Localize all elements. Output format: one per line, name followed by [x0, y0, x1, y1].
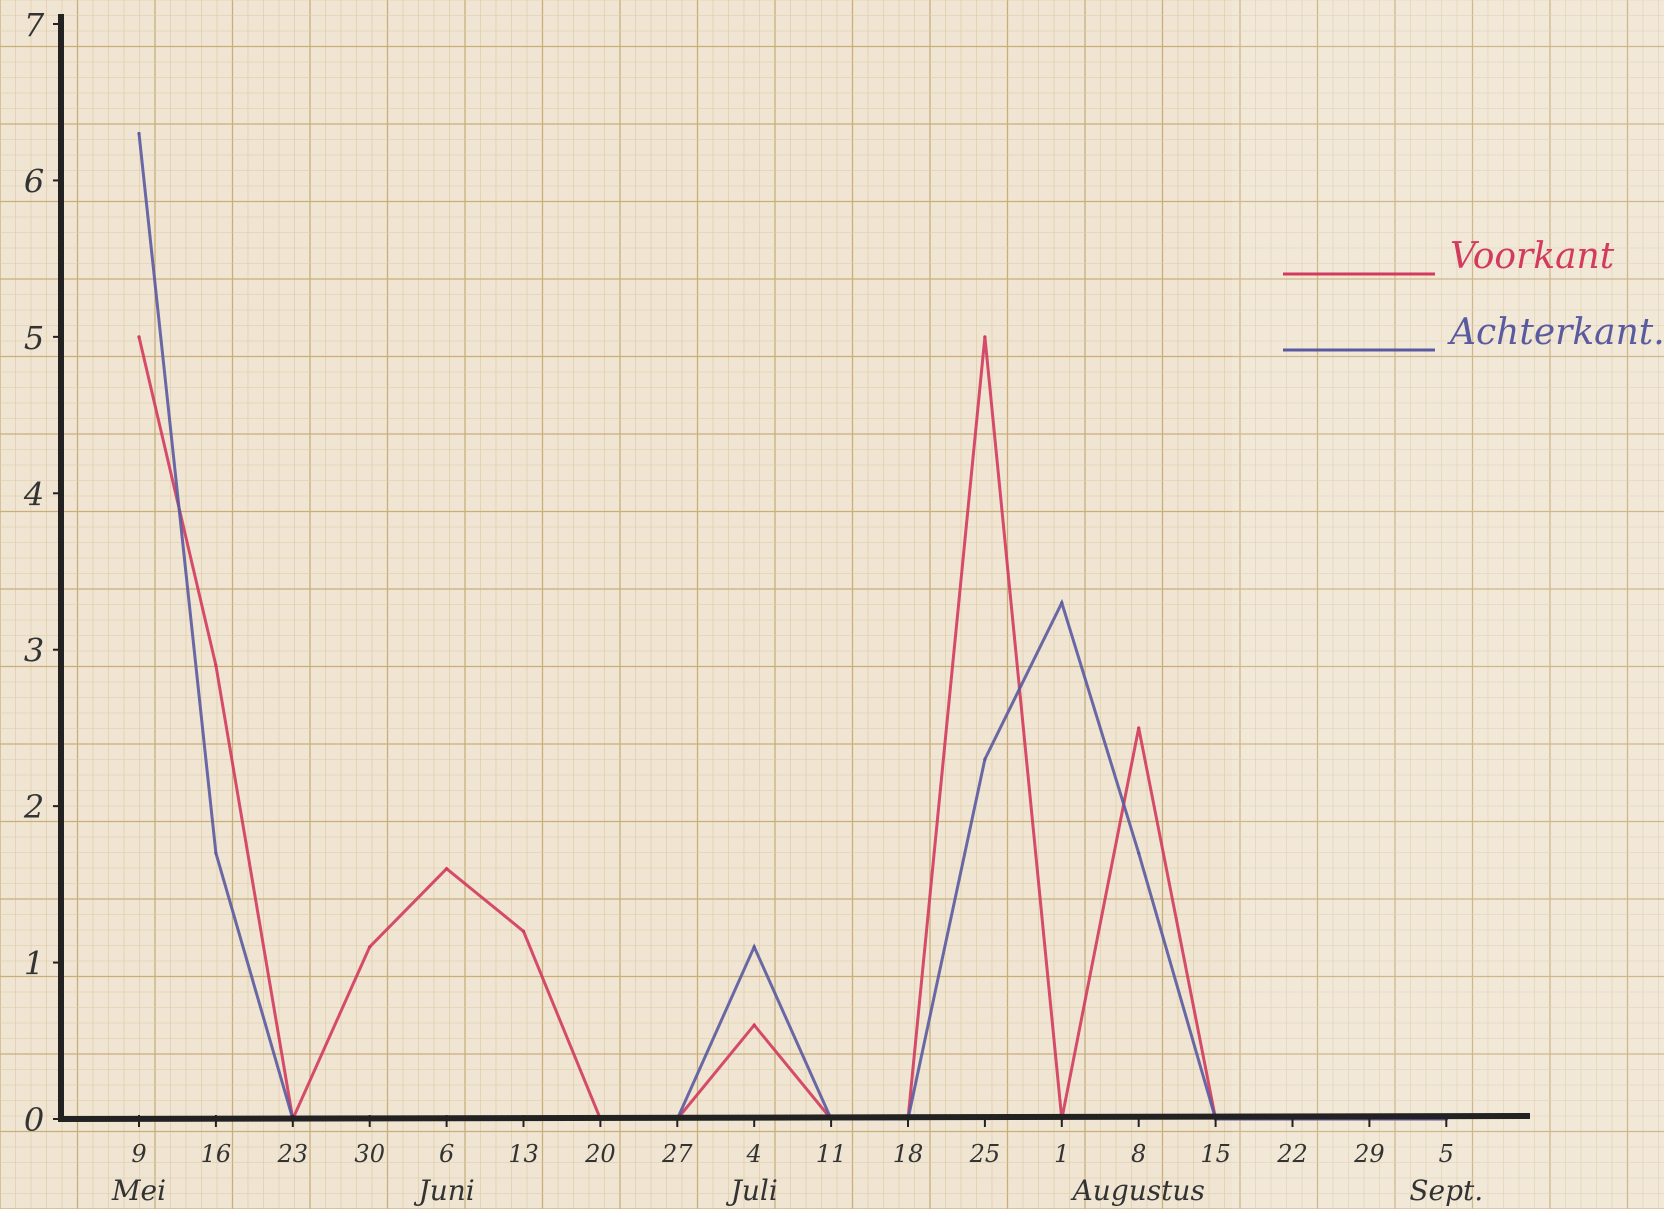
x-tick-label: 9	[131, 1140, 146, 1168]
y-tick-label: 0	[24, 1101, 44, 1139]
month-label: Juni	[413, 1174, 474, 1207]
y-tick-label: 2	[23, 788, 44, 826]
data-point	[137, 131, 141, 136]
data-point	[214, 851, 218, 855]
data-point	[1137, 726, 1141, 730]
data-point	[137, 335, 141, 339]
data-point	[752, 1023, 756, 1027]
data-point	[1137, 851, 1141, 855]
x-tick-label: 8	[1131, 1140, 1146, 1168]
legend-label: Achterkant.	[1447, 312, 1664, 353]
data-point	[1060, 601, 1064, 605]
month-label: Augustus	[1070, 1174, 1205, 1207]
x-tick-label: 15	[1200, 1140, 1231, 1168]
x-tick-label: 1	[1054, 1140, 1069, 1168]
month-label: Sept.	[1409, 1174, 1483, 1207]
paper-fold-shade	[1232, 0, 1664, 1209]
x-tick-label: 30	[354, 1140, 385, 1168]
y-tick-label: 5	[24, 319, 44, 357]
data-point	[214, 663, 218, 667]
x-tick-label: 25	[969, 1140, 1001, 1168]
y-tick-label: 7	[24, 6, 45, 44]
x-tick-label: 20	[584, 1140, 616, 1168]
data-point	[983, 335, 987, 339]
data-point	[521, 929, 526, 933]
data-point	[368, 945, 372, 949]
x-tick-label: 18	[893, 1140, 924, 1168]
data-point	[445, 867, 449, 871]
legend-label: Voorkant	[1450, 236, 1615, 277]
x-tick-label: 23	[277, 1140, 309, 1168]
x-tick-label: 27	[661, 1140, 693, 1168]
x-tick-label: 11	[816, 1140, 847, 1168]
data-point	[983, 757, 987, 761]
y-tick-label: 6	[24, 162, 44, 200]
x-tick-label: 29	[1353, 1140, 1385, 1168]
y-tick-label: 3	[24, 632, 44, 670]
y-tick-label: 4	[23, 475, 44, 513]
x-tick-label: 16	[201, 1140, 232, 1168]
x-axis-line	[57, 1113, 1531, 1122]
x-tick-label: 5	[1439, 1140, 1454, 1168]
x-tick-label: 6	[439, 1140, 454, 1168]
x-tick-label: 13	[508, 1140, 539, 1168]
legend: Voorkant Achterkant.	[1283, 236, 1664, 353]
month-label: Juli	[726, 1174, 778, 1207]
data-point	[752, 945, 756, 949]
y-tick-label: 1	[24, 945, 44, 983]
axes	[57, 14, 1531, 1122]
month-label: Mei	[111, 1174, 166, 1207]
x-tick-label: 22	[1276, 1140, 1308, 1168]
x-tick-label: 4	[746, 1140, 762, 1168]
